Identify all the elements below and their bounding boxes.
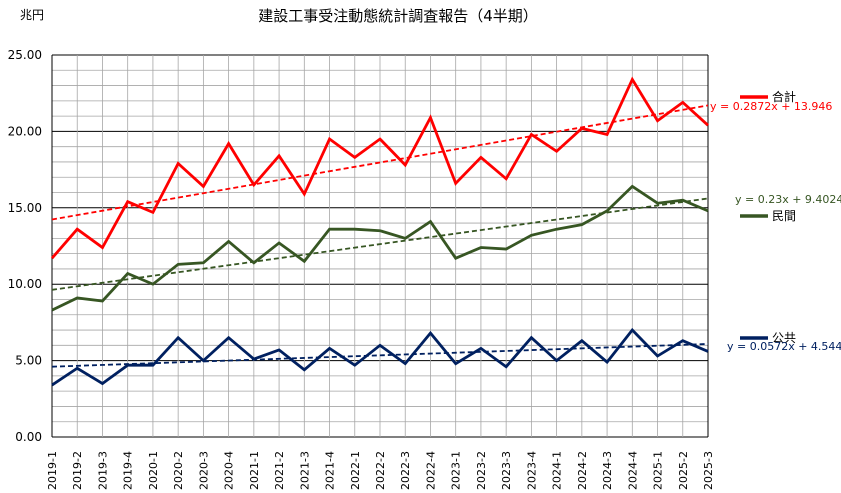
x-tick-label: 2022-2 bbox=[374, 451, 387, 490]
x-tick-label: 2024-4 bbox=[626, 451, 639, 490]
x-tick-label: 2024-2 bbox=[576, 451, 589, 490]
x-tick-label: 2019-3 bbox=[96, 451, 109, 490]
x-tick-label: 2023-3 bbox=[500, 451, 513, 490]
x-tick-label: 2022-4 bbox=[424, 451, 437, 490]
trendline-公共 bbox=[51, 343, 709, 368]
x-tick-label: 2021-4 bbox=[324, 451, 337, 490]
x-tick-label: 2021-3 bbox=[298, 451, 311, 490]
y-tick-label: 10.00 bbox=[8, 277, 42, 291]
y-axis: 0.00 5.00 10.00 15.00 20.00 25.00 bbox=[8, 48, 42, 444]
trendline-equation-合計: y = 0.2872x + 13.946 bbox=[710, 100, 832, 113]
x-tick-label: 2023-4 bbox=[525, 451, 538, 490]
x-tick-label: 2024-1 bbox=[551, 451, 564, 490]
y-tick-label: 0.00 bbox=[15, 430, 42, 444]
x-tick-label: 2021-1 bbox=[248, 451, 261, 490]
y-tick-label: 20.00 bbox=[8, 124, 42, 138]
chart-title: 建設工事受注動態統計調査報告（4半期） bbox=[258, 7, 538, 25]
x-tick-label: 2020-1 bbox=[147, 451, 160, 490]
legend-label-民間: 民間 bbox=[772, 209, 796, 223]
series-line-合計 bbox=[50, 76, 709, 260]
trendline-民間 bbox=[51, 197, 709, 291]
series-line-公共 bbox=[51, 327, 709, 387]
grid bbox=[51, 54, 709, 438]
trendline-合計 bbox=[51, 104, 709, 221]
series-line-民間 bbox=[51, 184, 709, 312]
x-tick-label: 2024-3 bbox=[601, 451, 614, 490]
x-tick-label: 2020-3 bbox=[197, 451, 210, 490]
x-tick-label: 2019-1 bbox=[46, 451, 59, 490]
x-tick-label: 2019-4 bbox=[122, 451, 135, 490]
x-tick-label: 2021-2 bbox=[273, 451, 286, 490]
x-axis: 2019-1 2019-2 2019-3 2019-4 2020-1 2020-2 2020… bbox=[46, 451, 715, 490]
trendline-equation-公共: y = 0.0572x + 4.544 bbox=[727, 340, 841, 353]
y-tick-label: 25.00 bbox=[8, 48, 42, 62]
legend-label-公共: 公共 bbox=[772, 331, 796, 345]
x-tick-label: 2023-1 bbox=[450, 451, 463, 490]
x-tick-label: 2019-2 bbox=[71, 451, 84, 490]
legend-label-合計: 合計 bbox=[772, 89, 796, 104]
x-tick-label: 2023-2 bbox=[475, 451, 488, 490]
y-tick-label: 5.00 bbox=[15, 354, 42, 368]
y-tick-label: 15.00 bbox=[8, 201, 42, 215]
unit-label: 兆円 bbox=[20, 8, 44, 22]
x-tick-label: 2022-1 bbox=[349, 451, 362, 490]
x-tick-label: 2020-2 bbox=[172, 451, 185, 490]
trendline-equation-民間: y = 0.23x + 9.4024 bbox=[735, 193, 841, 206]
x-tick-label: 2022-3 bbox=[399, 451, 412, 490]
trendlines bbox=[51, 104, 709, 368]
series-lines bbox=[50, 76, 709, 387]
x-tick-label: 2025-3 bbox=[702, 451, 715, 490]
legend: 合計y = 0.2872x + 13.946 民間 y = 0.23x + 9.40… bbox=[710, 89, 841, 353]
x-tick-label: 2025-1 bbox=[652, 451, 665, 490]
x-tick-label: 2025-2 bbox=[677, 451, 690, 490]
x-tick-label: 2020-4 bbox=[223, 451, 236, 490]
